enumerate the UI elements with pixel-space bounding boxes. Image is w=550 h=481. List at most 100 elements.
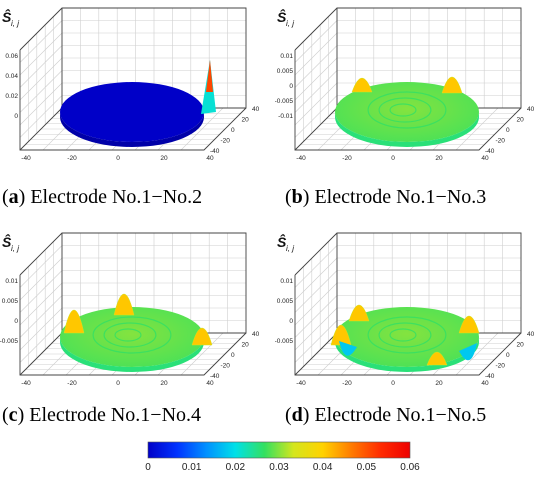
grid-line (180, 332, 224, 376)
z-tick-label: -0.005 (275, 338, 293, 345)
grid-line (294, 320, 338, 363)
caption-a: (a) Electrode No.1−No.2 (2, 186, 203, 208)
grid-line (294, 82, 338, 126)
caption-b: (b) Electrode No.1−No.3 (285, 186, 487, 208)
surface-ripple (389, 103, 417, 117)
grid-line (19, 45, 63, 88)
grid-line (294, 95, 338, 138)
z-axis-label: Ŝ (277, 8, 287, 25)
z-tick-label: 0.005 (2, 298, 19, 305)
colorbar-svg: 0 0.01 0.02 0.03 0.04 0.05 0.06 (145, 441, 420, 473)
z-tick-label: 0 (289, 318, 293, 325)
x-tick-label: -40 (296, 380, 306, 387)
colorbar: 0 0.01 0.02 0.03 0.04 0.05 0.06 (140, 440, 420, 476)
caption-a-letter: a (8, 186, 19, 208)
surface-peak (348, 304, 370, 322)
surface (60, 294, 213, 372)
surface-disk (335, 307, 479, 367)
z-axis-label-sub: i, j (11, 244, 19, 253)
x-tick-label: 40 (206, 155, 214, 162)
surface-dip (339, 341, 357, 356)
caption-b-text: Electrode No.1−No.3 (314, 186, 487, 208)
y-tick-label: -20 (496, 363, 506, 370)
y-tick-label: 20 (517, 342, 525, 349)
x-tick-label: -40 (21, 380, 31, 387)
z-tick-label: 0 (14, 318, 18, 325)
y-tick-label: -40 (485, 373, 495, 380)
panel-b: 0.01 0.005 0 -0.005 -0.01 -40 -20 0 20 40 40 20 0 -20… (275, 0, 550, 225)
surface-ripple (92, 316, 172, 354)
surface-disk (335, 82, 479, 142)
surface-ripple (389, 328, 417, 342)
box-edge (294, 232, 522, 334)
grid-line (19, 20, 63, 63)
surface-disk (60, 307, 204, 367)
surface-disk (60, 82, 204, 142)
surface-peak (351, 77, 373, 93)
y-tick-label: 0 (506, 127, 510, 134)
caption-c: (c) Electrode No.1−No.4 (2, 404, 202, 426)
colorbar-tick-label: 0.04 (313, 462, 333, 473)
y-tick-label: 20 (242, 342, 250, 349)
grid-line (180, 107, 224, 151)
surface (60, 60, 216, 147)
z-tick-label: 0.01 (5, 278, 18, 285)
grid-line (19, 32, 63, 76)
grid-line (19, 270, 63, 313)
surface-peak (113, 294, 135, 316)
grid-line (19, 95, 63, 138)
z-tick-label: 0 (14, 113, 18, 120)
grid-line (19, 257, 63, 301)
z-axis-label: Ŝ (2, 233, 12, 250)
y-tick-label: -40 (210, 148, 220, 155)
box-edge (19, 332, 63, 376)
surface-rim (335, 112, 479, 147)
z-axis-label: Ŝ (277, 233, 287, 250)
grid-line (455, 107, 499, 151)
x-tick-label: -20 (67, 155, 77, 162)
grid-line (294, 270, 338, 313)
y-tick-label: 0 (231, 352, 235, 359)
x-tick-label: 40 (481, 380, 489, 387)
z-tick-label: -0.005 (0, 338, 18, 345)
surface-ripple (367, 91, 447, 129)
z-axis-label-sub: i, j (11, 19, 19, 28)
y-tick-label: 40 (527, 106, 535, 113)
grid-line (19, 245, 63, 288)
box-edge (19, 50, 247, 151)
grid-line (19, 295, 63, 338)
surface-peak (458, 315, 480, 334)
y-tick-label: 20 (517, 117, 525, 124)
colorbar-tick-label: 0.03 (269, 462, 289, 473)
caption-c-letter: c (8, 404, 18, 426)
box-edge (294, 275, 522, 376)
box-edge (19, 7, 247, 109)
caption-d: (d) Electrode No.1−No.5 (285, 404, 487, 426)
x-tick-label: 20 (435, 380, 443, 387)
x-tick-label: -40 (21, 155, 31, 162)
colorbar-tick-label: 0.02 (226, 462, 246, 473)
y-tick-label: -40 (210, 373, 220, 380)
y-tick-label: 40 (252, 106, 260, 113)
surface (330, 304, 480, 372)
box-edge (19, 232, 247, 334)
grid-line (455, 332, 499, 376)
grid-line (294, 32, 338, 76)
x-tick-label: 20 (160, 155, 168, 162)
y-tick-label: -40 (485, 148, 495, 155)
y-tick-label: 20 (242, 117, 250, 124)
surface-peak (191, 327, 213, 346)
grid-line (19, 307, 63, 351)
x-tick-label: 20 (160, 380, 168, 387)
colorbar-tick-label: 0.06 (400, 462, 420, 473)
caption-d-letter: d (291, 404, 303, 426)
x-tick-label: -20 (342, 380, 352, 387)
x-tick-label: 40 (481, 155, 489, 162)
grid-line (294, 307, 338, 351)
